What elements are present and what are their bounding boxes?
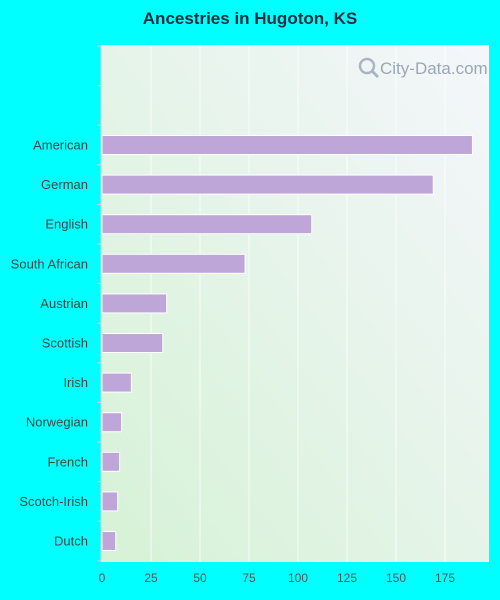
bar (101, 412, 123, 433)
bar (101, 531, 117, 551)
bar (101, 372, 132, 393)
category-label: American (33, 138, 88, 153)
x-tick-label: 0 (99, 571, 106, 585)
bar (101, 174, 434, 195)
bar (101, 333, 164, 353)
bar (101, 253, 246, 274)
category-label: South African (11, 256, 88, 271)
category-label: English (45, 217, 88, 232)
search-magnifier-icon (358, 57, 380, 79)
bar (101, 491, 119, 512)
chart-title: Ancestries in Hugoton, KS (142, 9, 358, 28)
x-tick-label: 100 (288, 571, 308, 585)
category-label: German (41, 177, 88, 192)
x-tick-label: 25 (144, 571, 158, 585)
bars (101, 135, 473, 551)
category-label: Scottish (42, 336, 88, 351)
category-label: Scotch-Irish (19, 494, 88, 509)
x-tick-label: 75 (242, 571, 256, 585)
category-label: Dutch (54, 534, 88, 549)
x-tick-label: 175 (435, 571, 455, 585)
x-tick-label: 150 (386, 571, 406, 585)
category-label: Norwegian (26, 415, 88, 430)
category-label: Austrian (40, 296, 88, 311)
x-tick-label: 50 (193, 571, 207, 585)
bar (101, 214, 313, 235)
bar (101, 451, 121, 472)
category-label: Irish (63, 375, 88, 390)
x-tick-label: 125 (337, 571, 357, 585)
watermark: City-Data.com (358, 57, 488, 79)
bar (101, 293, 168, 314)
category-label: French (48, 454, 88, 469)
x-axis-ticks: 0 25 50 75 100 125 150 175 (99, 571, 456, 585)
category-labels: American German English South African Austri… (11, 138, 88, 549)
watermark-text: City-Data.com (380, 59, 488, 78)
bar (101, 135, 473, 155)
